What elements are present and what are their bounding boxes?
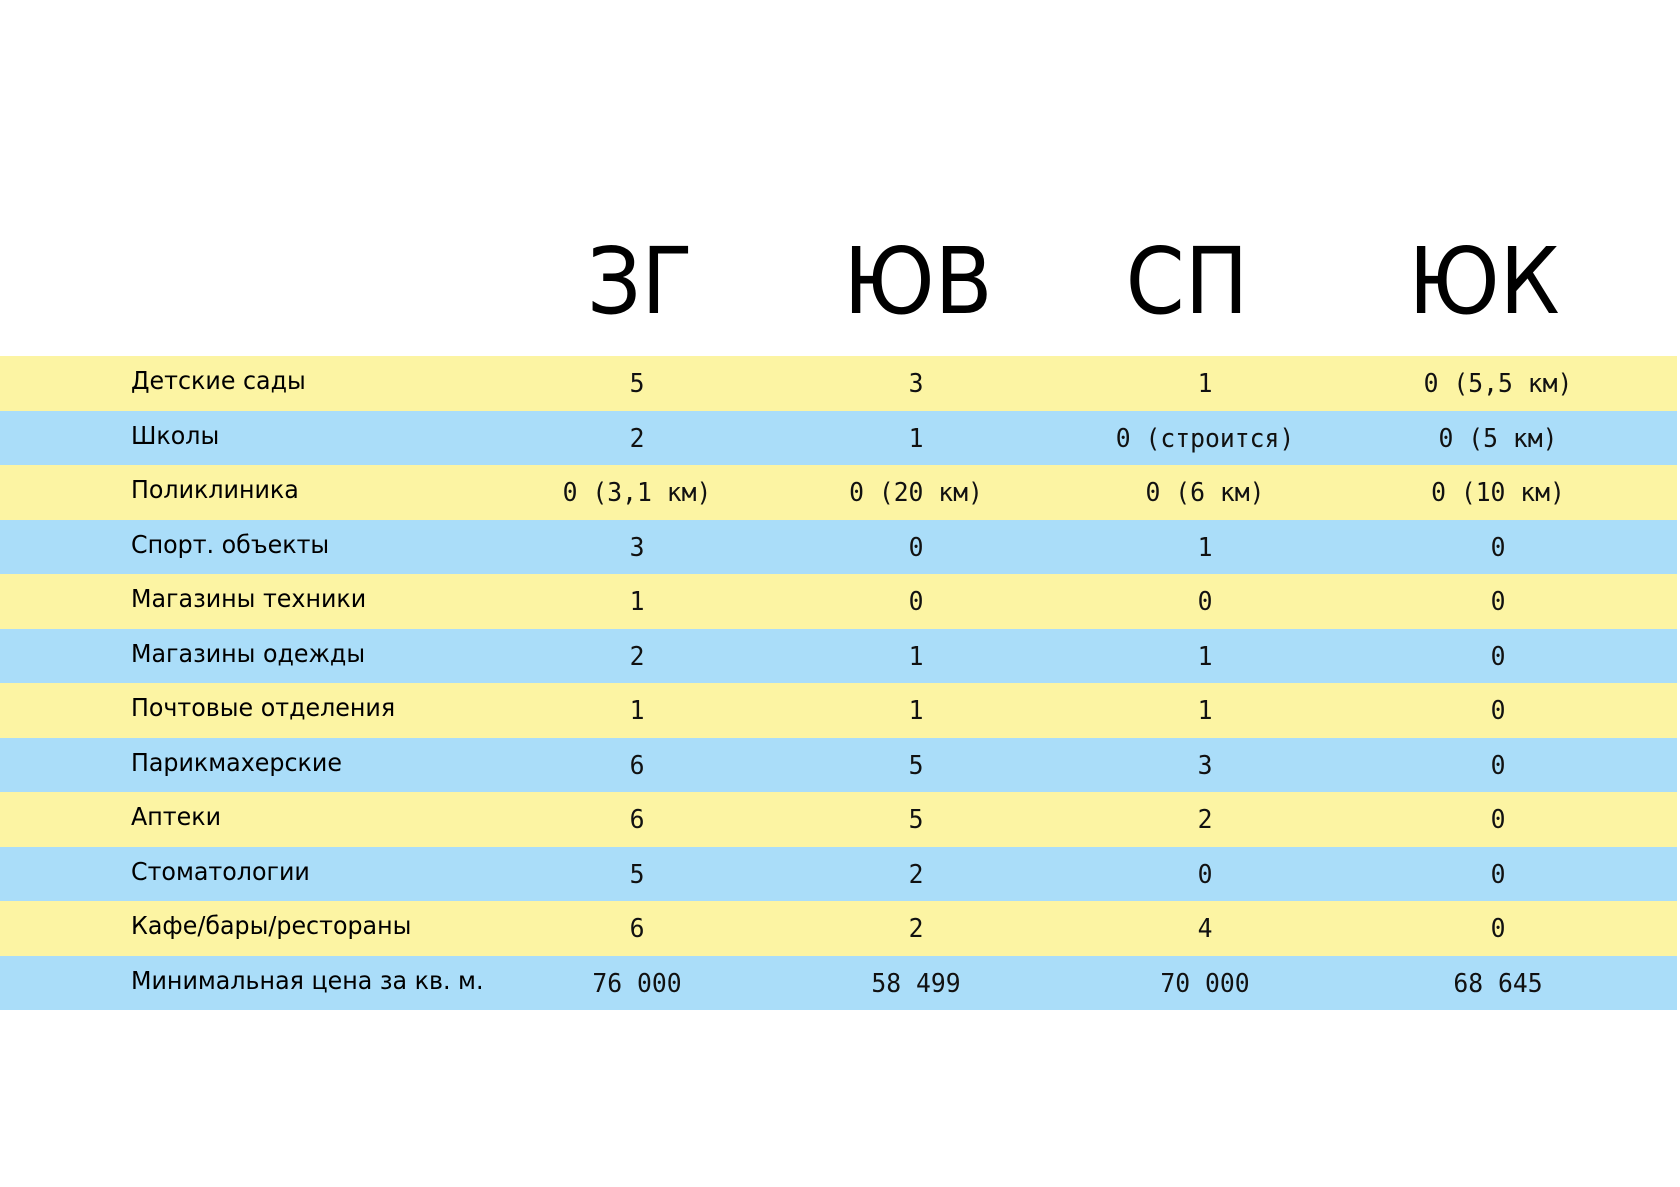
table-cell: 1 — [908, 423, 924, 454]
table-cell: 0 (строится) — [1115, 423, 1295, 454]
row-label: Магазины техники — [131, 584, 367, 613]
table-row: Магазины техники 1 0 0 0 — [0, 574, 1677, 629]
table-cell: 0 — [1490, 696, 1506, 726]
table-cell: 0 — [1490, 859, 1506, 890]
row-label: Магазины одежды — [131, 638, 366, 668]
table-cell: 0 (5 км) — [1438, 423, 1558, 454]
table-cell: 0 — [1490, 532, 1506, 563]
column-header: СП — [1125, 228, 1249, 335]
table-cell: 0 — [1197, 587, 1213, 617]
table-cell: 5 — [629, 369, 645, 399]
table-cell: 6 — [629, 805, 645, 835]
table-cell: 2 — [908, 859, 924, 890]
table-row: Парикмахерские 6 5 3 0 — [0, 737, 1677, 792]
row-label: Стоматологии — [131, 856, 310, 886]
table-cell: 6 — [629, 750, 645, 781]
table-cell: 0 (10 км) — [1431, 478, 1565, 508]
table-cell: 0 (3,1 км) — [562, 478, 712, 508]
row-label: Спорт. объекты — [131, 529, 330, 559]
table-cell: 0 (20 км) — [849, 478, 983, 508]
table-cell: 5 — [908, 805, 924, 835]
table-row: Детские сады 5 3 1 0 (5,5 км) — [0, 356, 1677, 411]
table-cell: 3 — [629, 532, 645, 563]
table-cell: 0 — [1490, 750, 1506, 781]
table-cell: 5 — [908, 750, 924, 781]
table-row: Аптеки 6 5 2 0 — [0, 792, 1677, 847]
column-header: ЮВ — [843, 228, 993, 335]
table-row: Школы 2 1 0 (строится) 0 (5 км) — [0, 410, 1677, 465]
table-cell: 70 000 — [1160, 968, 1250, 999]
table-cell: 58 499 — [871, 968, 961, 999]
row-label: Школы — [131, 420, 220, 450]
row-label: Детские сады — [131, 366, 306, 395]
table-cell: 1 — [1197, 641, 1213, 672]
table-cell: 1 — [1197, 369, 1213, 399]
row-label: Минимальная цена за кв. м. — [131, 965, 484, 995]
table-cell: 0 — [1197, 859, 1213, 890]
table-row: Стоматологии 5 2 0 0 — [0, 846, 1677, 901]
table-cell: 1 — [908, 696, 924, 726]
table-cell: 0 — [908, 587, 924, 617]
table-cell: 1 — [1197, 532, 1213, 563]
column-header: ЗГ — [587, 228, 693, 335]
row-label: Аптеки — [131, 802, 222, 831]
row-label: Кафе/бары/рестораны — [131, 911, 412, 940]
table-cell: 1 — [629, 696, 645, 726]
table-cell: 2 — [1197, 805, 1213, 835]
table-row: Кафе/бары/рестораны 6 2 4 0 — [0, 901, 1677, 956]
comparison-table: Детские сады 5 3 1 0 (5,5 км) Школы 2 1 0 (строи… — [0, 356, 1677, 1010]
table-cell: 0 — [1490, 641, 1506, 672]
table-cell: 0 — [1490, 587, 1506, 617]
table-cell: 2 — [629, 423, 645, 454]
table-cell: 0 — [908, 532, 924, 563]
column-header: ЮК — [1408, 228, 1560, 335]
table-cell: 0 (5,5 км) — [1423, 369, 1573, 399]
table-row: Минимальная цена за кв. м. 76 000 58 499 70… — [0, 955, 1677, 1010]
table-cell: 0 — [1490, 914, 1506, 944]
table-cell: 6 — [629, 914, 645, 944]
table-cell: 4 — [1197, 914, 1213, 944]
row-label: Почтовые отделения — [131, 693, 396, 722]
row-label: Парикмахерские — [131, 747, 342, 777]
table-cell: 3 — [908, 369, 924, 399]
table-cell: 1 — [908, 641, 924, 672]
table-row: Поликлиника 0 (3,1 км) 0 (20 км) 0 (6 км) 0 … — [0, 465, 1677, 520]
row-label: Поликлиника — [131, 475, 299, 504]
table-cell: 0 — [1490, 805, 1506, 835]
table-cell: 2 — [908, 914, 924, 944]
table-cell: 1 — [1197, 696, 1213, 726]
table-cell: 0 (6 км) — [1145, 478, 1265, 508]
table-row: Почтовые отделения 1 1 1 0 — [0, 683, 1677, 738]
table-cell: 68 645 — [1453, 968, 1543, 999]
table-cell: 1 — [629, 587, 645, 617]
table-cell: 5 — [629, 859, 645, 890]
table-cell: 3 — [1197, 750, 1213, 781]
table-cell: 2 — [629, 641, 645, 672]
table-row: Спорт. объекты 3 0 1 0 — [0, 519, 1677, 574]
table-cell: 76 000 — [592, 968, 682, 999]
table-row: Магазины одежды 2 1 1 0 — [0, 628, 1677, 683]
